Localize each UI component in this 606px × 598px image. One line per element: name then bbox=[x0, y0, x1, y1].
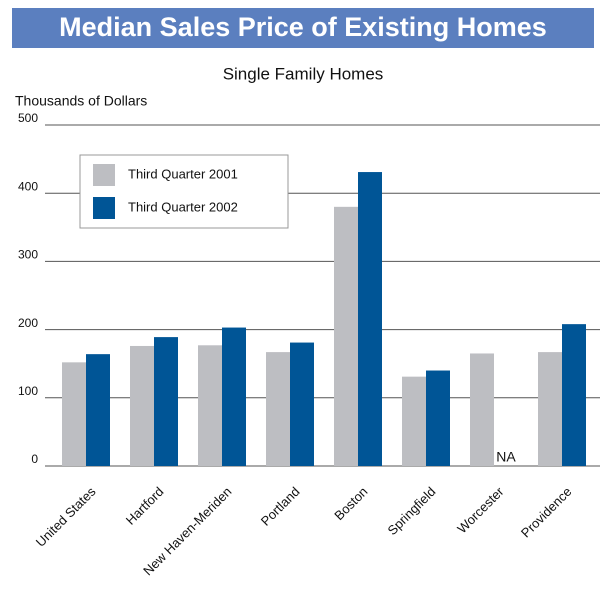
x-tick-label: Hartford bbox=[123, 484, 167, 528]
legend-swatch bbox=[93, 197, 115, 219]
bar bbox=[562, 324, 586, 466]
legend-swatch bbox=[93, 164, 115, 186]
chart-subtitle: Single Family Homes bbox=[223, 64, 384, 83]
y-tick-label: 300 bbox=[18, 248, 38, 262]
bar bbox=[86, 354, 110, 466]
legend-label: Third Quarter 2001 bbox=[128, 166, 238, 181]
x-tick-label: United States bbox=[33, 484, 99, 550]
chart-title: Median Sales Price of Existing Homes bbox=[59, 12, 547, 42]
legend: Third Quarter 2001 Third Quarter 2002 bbox=[79, 154, 289, 229]
y-tick-label: 400 bbox=[18, 179, 38, 193]
bar bbox=[426, 370, 450, 466]
bar bbox=[222, 327, 246, 466]
bar bbox=[62, 362, 86, 466]
x-tick-label: Springfield bbox=[385, 484, 439, 538]
bar bbox=[290, 342, 314, 466]
bar bbox=[154, 337, 178, 466]
legend-label: Third Quarter 2002 bbox=[128, 199, 238, 214]
x-tick-label: Portland bbox=[258, 484, 303, 529]
value-label: NA bbox=[496, 449, 516, 465]
bar bbox=[358, 172, 382, 467]
bar bbox=[266, 352, 290, 466]
y-tick-label: 100 bbox=[18, 384, 38, 398]
y-tick-label: 200 bbox=[18, 316, 38, 330]
bar bbox=[334, 206, 358, 466]
title-banner bbox=[12, 8, 594, 48]
bar bbox=[470, 353, 494, 466]
bars: NA bbox=[62, 172, 586, 467]
x-tick-label: Providence bbox=[518, 484, 575, 541]
bar bbox=[130, 345, 154, 466]
y-tick-label: 0 bbox=[31, 452, 38, 466]
bar bbox=[402, 376, 426, 466]
bar bbox=[538, 352, 562, 466]
x-tick-label: Worcester bbox=[454, 483, 507, 536]
x-tick-label: Boston bbox=[331, 484, 370, 523]
y-axis-label: Thousands of Dollars bbox=[15, 93, 147, 109]
y-tick-label: 500 bbox=[18, 111, 38, 125]
bar bbox=[198, 345, 222, 466]
